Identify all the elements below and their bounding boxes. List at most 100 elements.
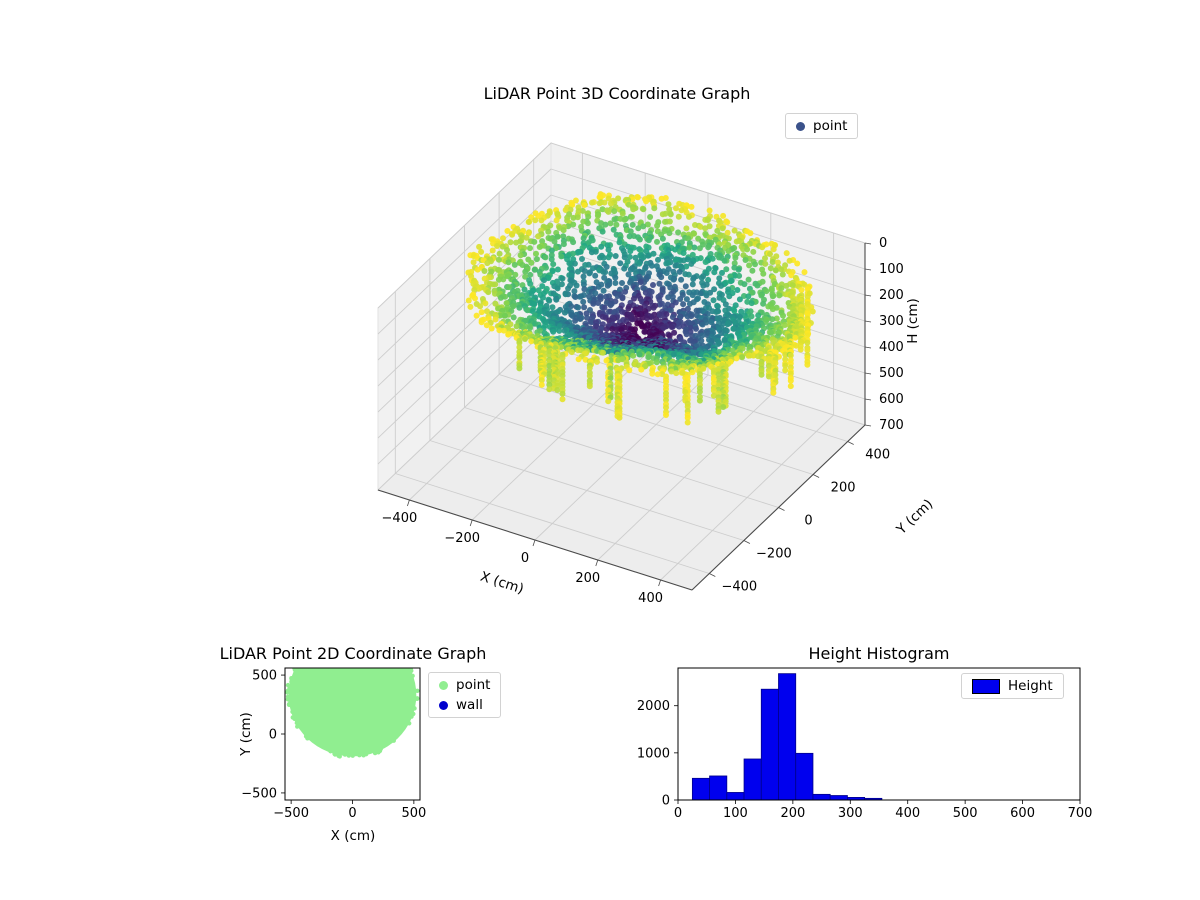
lidar-point — [793, 342, 800, 349]
lidar-point — [769, 259, 776, 265]
lidar-point — [724, 321, 731, 328]
lidar-point — [773, 315, 780, 322]
lidar-point — [696, 388, 703, 395]
lidar-point — [772, 267, 779, 274]
lidar-point — [638, 247, 644, 254]
legend-label: point — [456, 677, 491, 693]
lidar-point — [610, 226, 617, 233]
lidar-point — [627, 228, 634, 235]
lidar-point — [478, 248, 485, 255]
lidar-point — [647, 214, 654, 220]
lidar-point — [731, 307, 738, 314]
lidar-point — [769, 316, 776, 323]
lidar-point — [644, 315, 651, 322]
grid-line — [377, 194, 552, 361]
z-tick-label: 500 — [879, 366, 904, 381]
lidar-point — [769, 306, 776, 313]
tick-mark — [864, 398, 872, 401]
lidar-point — [550, 261, 557, 268]
lidar-point — [572, 317, 579, 324]
lidar-point — [683, 331, 690, 338]
lidar-point — [783, 282, 790, 289]
tick-mark — [864, 294, 872, 297]
lidar-point — [663, 404, 669, 411]
lidar-point — [730, 325, 737, 332]
lidar-point — [516, 304, 523, 311]
lidar-point — [760, 300, 767, 307]
lidar-point — [702, 259, 709, 265]
lidar-point — [714, 227, 721, 234]
lidar-point — [570, 239, 577, 246]
legend-label: Height — [1008, 678, 1053, 694]
grid-line — [377, 246, 552, 413]
lidar-point — [770, 246, 777, 253]
lidar-point — [732, 254, 739, 261]
lidar-point — [500, 235, 506, 242]
lidar-point — [550, 328, 557, 335]
lidar-point — [546, 386, 553, 393]
lidar-point — [527, 280, 534, 287]
lidar-point — [607, 302, 614, 309]
lidar-point — [476, 243, 483, 250]
lidar-point — [339, 632, 343, 636]
lidar-point — [672, 262, 679, 269]
lidar-point — [574, 214, 581, 221]
x-tick-label: −400 — [382, 511, 418, 526]
lidar-point — [607, 200, 614, 207]
x-tick-label: −500 — [273, 806, 309, 821]
lidar-point — [716, 275, 723, 282]
lidar-point — [562, 207, 569, 213]
x-tick-label: 100 — [723, 806, 748, 821]
lidar-point — [336, 753, 341, 759]
lidar-point — [767, 251, 773, 257]
lidar-point — [739, 354, 746, 361]
lidar-point — [603, 263, 610, 270]
lidar-point — [492, 316, 499, 323]
lidar-point — [554, 285, 561, 292]
lidar-point — [684, 305, 691, 312]
lidar-point — [636, 236, 643, 243]
lidar-point — [721, 257, 728, 264]
lidar-point — [742, 257, 749, 263]
lidar-point — [505, 331, 512, 338]
lidar-point — [595, 283, 602, 290]
hist-bar — [812, 793, 831, 801]
height-patch-icon — [972, 678, 1000, 694]
lidar-point — [711, 269, 718, 276]
lidar-point — [581, 286, 588, 293]
lidar-point — [668, 368, 675, 375]
lidar-point — [733, 355, 740, 362]
lidar-point — [593, 279, 600, 286]
lidar-point — [580, 273, 587, 280]
lidar-point — [721, 337, 728, 344]
lidar-point — [637, 279, 644, 286]
lidar-point — [745, 276, 752, 283]
lidar-point — [678, 276, 685, 283]
hist-bar — [691, 777, 710, 801]
lidar-point — [668, 324, 675, 330]
lidar-point — [688, 260, 695, 267]
lidar-point — [539, 238, 546, 245]
lidar-point — [529, 308, 536, 315]
lidar-point — [654, 371, 661, 378]
lidar-point — [344, 632, 348, 636]
lidar-point — [619, 210, 626, 217]
lidar-point — [683, 296, 690, 303]
lidar-point — [629, 221, 636, 228]
legend-entry-wall-2d: wall — [439, 697, 490, 713]
y-tick-label: −400 — [721, 580, 757, 595]
lidar-point — [650, 304, 657, 311]
hist-bar — [795, 752, 814, 801]
lidar-point — [481, 268, 488, 274]
lidar-point — [798, 287, 805, 293]
lidar-point — [780, 312, 786, 319]
lidar-point — [586, 383, 593, 390]
lidar-point — [649, 370, 656, 377]
lidar-point — [510, 303, 517, 310]
lidar-point — [720, 212, 727, 219]
lidar-point — [809, 308, 816, 315]
tick-mark — [658, 579, 661, 587]
lidar-point — [786, 257, 793, 264]
hist-bar — [778, 673, 797, 801]
